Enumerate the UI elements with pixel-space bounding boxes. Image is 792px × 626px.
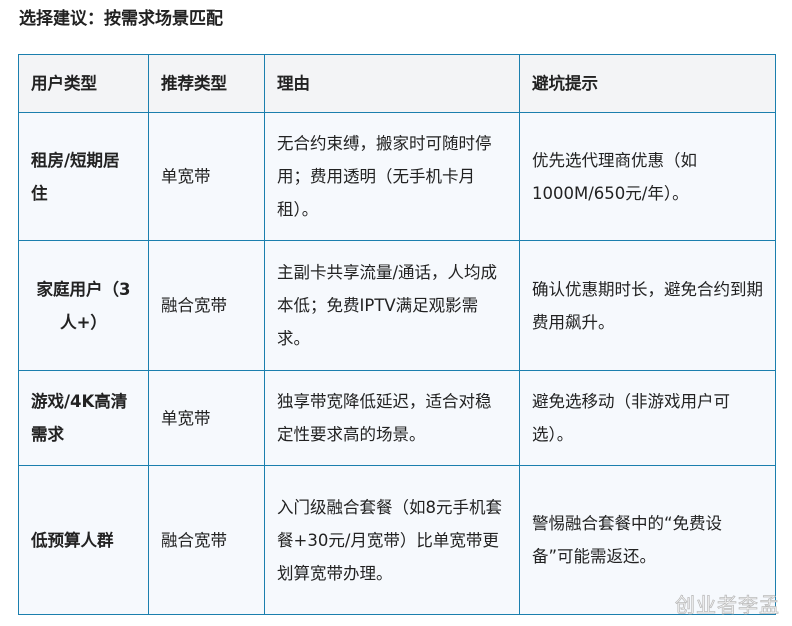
cell-tip: 警惕融合套餐中的“免费设备”可能需返还。 bbox=[519, 465, 776, 615]
table-row: 低预算人群 融合宽带 入门级融合套餐（如8元手机套餐+30元/月宽带）比单宽带更… bbox=[18, 465, 776, 615]
cell-reason: 独享带宽降低延迟，适合对稳定性要求高的场景。 bbox=[264, 370, 520, 466]
header-recommended-type: 推荐类型 bbox=[148, 54, 265, 113]
cell-recommended-type: 单宽带 bbox=[148, 370, 265, 466]
cell-tip: 优先选代理商优惠（如1000M/650元/年）。 bbox=[519, 112, 776, 241]
header-user-type: 用户类型 bbox=[18, 54, 149, 113]
comparison-table: 用户类型 推荐类型 理由 避坑提示 租房/短期居住 单宽带 无合约束缚，搬家时可… bbox=[18, 54, 776, 615]
cell-user-type: 低预算人群 bbox=[18, 465, 149, 615]
cell-tip: 确认优惠期时长，避免合约到期费用飙升。 bbox=[519, 240, 776, 371]
table-row: 租房/短期居住 单宽带 无合约束缚，搬家时可随时停用；费用透明（无手机卡月租）。… bbox=[18, 112, 776, 241]
cell-user-type: 家庭用户（3人+） bbox=[18, 240, 149, 371]
cell-recommended-type: 融合宽带 bbox=[148, 240, 265, 371]
table-row: 游戏/4K高清需求 单宽带 独享带宽降低延迟，适合对稳定性要求高的场景。 避免选… bbox=[18, 370, 776, 466]
table-row: 家庭用户（3人+） 融合宽带 主副卡共享流量/通话，人均成本低；免费IPTV满足… bbox=[18, 240, 776, 371]
cell-user-type: 租房/短期居住 bbox=[18, 112, 149, 241]
table-header-row: 用户类型 推荐类型 理由 避坑提示 bbox=[18, 54, 776, 113]
header-reason: 理由 bbox=[264, 54, 520, 113]
cell-recommended-type: 融合宽带 bbox=[148, 465, 265, 615]
watermark: 创业者李孟 bbox=[675, 593, 780, 618]
cell-user-type: 游戏/4K高清需求 bbox=[18, 370, 149, 466]
cell-reason: 入门级融合套餐（如8元手机套餐+30元/月宽带）比单宽带更划算宽带办理。 bbox=[264, 465, 520, 615]
cell-reason: 无合约束缚，搬家时可随时停用；费用透明（无手机卡月租）。 bbox=[264, 112, 520, 241]
header-tips: 避坑提示 bbox=[519, 54, 776, 113]
cell-tip: 避免选移动（非游戏用户可选）。 bbox=[519, 370, 776, 466]
cell-reason: 主副卡共享流量/通话，人均成本低；免费IPTV满足观影需求。 bbox=[264, 240, 520, 371]
section-title: 选择建议：按需求场景匹配 bbox=[19, 9, 223, 29]
cell-recommended-type: 单宽带 bbox=[148, 112, 265, 241]
